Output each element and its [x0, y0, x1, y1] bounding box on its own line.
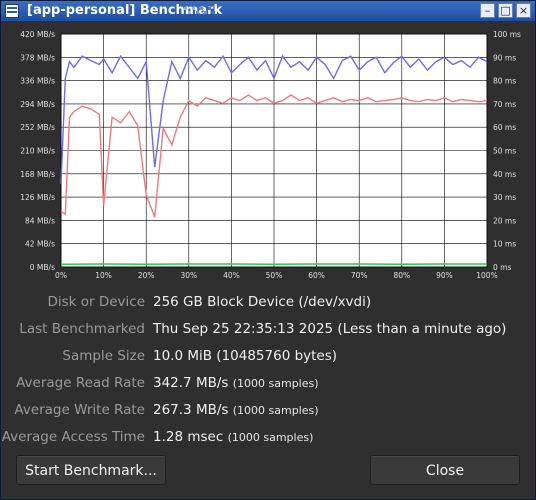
last-benchmarked-value: Thu Sep 25 22:35:13 2025 (Less than a mi…: [153, 321, 507, 337]
read-rate-label: Average Read Rate: [16, 375, 145, 391]
right-tick-label: 50 ms: [493, 147, 516, 156]
sample-size-label: Sample Size: [62, 348, 145, 364]
x-tick-label: 0%: [55, 271, 67, 280]
device-row: Disk or Device 256 GB Block Device (/dev…: [1, 292, 535, 312]
right-tick-label: 0 ms: [493, 263, 511, 272]
x-tick-label: 20%: [138, 271, 155, 280]
write-rate-label: Average Write Rate: [14, 402, 145, 418]
read-rate-value-wrap: 342.7 MB/s (1000 samples): [153, 375, 319, 391]
right-tick-label: 70 ms: [493, 100, 516, 109]
x-tick-label: 30%: [180, 271, 197, 280]
left-tick-label: 42 MB/s: [25, 240, 55, 249]
x-tick-label: 100%: [476, 271, 497, 280]
write-rate-samples: (1000 samples): [232, 404, 319, 417]
benchmark-chart: 420 MB/s 100 ms 378 MB/s 90 ms 336 MB/s 80 ms…: [20, 30, 521, 280]
start-benchmark-button[interactable]: Start Benchmark...: [16, 455, 166, 485]
chart-ticks: 420 MB/s 100 ms 378 MB/s 90 ms 336 MB/s 80 ms…: [20, 30, 521, 280]
sample-size-row: Sample Size 10.0 MiB (10485760 bytes): [1, 346, 535, 366]
access-time-label: Average Access Time: [1, 429, 145, 445]
access-time-value-wrap: 1.28 msec (1000 samples): [153, 429, 313, 445]
last-benchmarked-label: Last Benchmarked: [19, 321, 145, 337]
device-value: 256 GB Block Device (/dev/xvdi): [153, 294, 372, 310]
left-tick-label: 420 MB/s: [20, 30, 55, 39]
left-tick-label: 294 MB/s: [20, 100, 55, 109]
minimize-button[interactable]: –: [480, 3, 495, 18]
write-rate-value-wrap: 267.3 MB/s (1000 samples): [153, 402, 319, 418]
close-window-button[interactable]: ×: [516, 3, 531, 18]
right-tick-label: 100 ms: [493, 30, 521, 39]
x-tick-label: 10%: [95, 271, 112, 280]
read-rate-value: 342.7 MB/s: [153, 375, 229, 391]
app-icon: [5, 4, 19, 18]
right-tick-label: 80 ms: [493, 77, 516, 86]
access-time-row: Average Access Time 1.28 msec (1000 samp…: [1, 427, 535, 447]
left-tick-label: 336 MB/s: [20, 77, 55, 86]
minimize-icon: –: [484, 4, 491, 17]
right-tick-label: 40 ms: [493, 170, 516, 179]
x-tick-label: 50%: [266, 271, 283, 280]
left-tick-label: 126 MB/s: [20, 193, 55, 202]
x-tick-label: 90%: [436, 271, 453, 280]
window-title: [app-personal] Benchmark: [27, 3, 223, 18]
maximize-icon: □: [500, 4, 511, 17]
x-tick-label: 80%: [393, 271, 410, 280]
left-tick-label: 252 MB/s: [20, 123, 55, 132]
series-line-2: [60, 94, 488, 218]
left-tick-label: 168 MB/s: [20, 170, 55, 179]
chart-series: [60, 54, 488, 265]
right-tick-label: 60 ms: [493, 123, 516, 132]
write-rate-value: 267.3 MB/s: [153, 402, 229, 418]
left-tick-label: 210 MB/s: [20, 147, 55, 156]
left-tick-label: 84 MB/s: [25, 216, 55, 225]
left-tick-label: 0 MB/s: [30, 263, 55, 272]
right-tick-label: 20 ms: [493, 216, 516, 225]
access-time-value: 1.28 msec: [153, 429, 224, 445]
device-label: Disk or Device: [47, 294, 145, 310]
close-button[interactable]: Close: [370, 455, 520, 485]
right-tick-label: 30 ms: [493, 193, 516, 202]
x-tick-label: 70%: [351, 271, 368, 280]
write-rate-row: Average Write Rate 267.3 MB/s (1000 samp…: [1, 400, 535, 420]
right-tick-label: 10 ms: [493, 240, 516, 249]
right-tick-label: 90 ms: [493, 53, 516, 62]
close-icon: ×: [518, 4, 529, 17]
titlebar-decoration: [184, 7, 215, 14]
read-rate-samples: (1000 samples): [232, 377, 319, 390]
sample-size-value: 10.0 MiB (10485760 bytes): [153, 348, 338, 364]
title-bar[interactable]: [app-personal] Benchmark – □ ×: [1, 1, 535, 21]
x-tick-label: 60%: [308, 271, 325, 280]
last-benchmarked-row: Last Benchmarked Thu Sep 25 22:35:13 202…: [1, 319, 535, 339]
access-time-samples: (1000 samples): [227, 431, 314, 444]
maximize-button[interactable]: □: [498, 3, 513, 18]
series-line-1: [60, 54, 488, 184]
left-tick-label: 378 MB/s: [20, 53, 55, 62]
x-tick-label: 40%: [223, 271, 240, 280]
read-rate-row: Average Read Rate 342.7 MB/s (1000 sampl…: [1, 373, 535, 393]
